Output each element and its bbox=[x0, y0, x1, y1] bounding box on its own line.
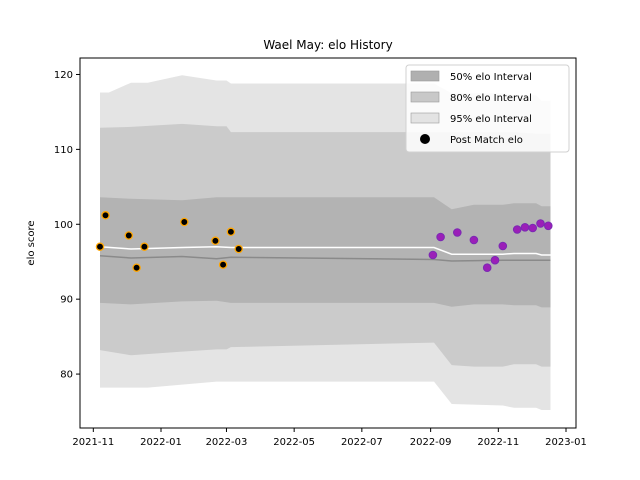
post-match-point bbox=[469, 235, 479, 245]
x-tick-label: 2023-01 bbox=[545, 437, 587, 448]
post-match-point bbox=[180, 217, 189, 227]
post-match-point bbox=[124, 231, 134, 240]
y-tick-label: 100 bbox=[54, 220, 73, 231]
legend: 50% elo Interval 80% elo Interval 95% elo … bbox=[405, 64, 570, 153]
post-match-point bbox=[544, 221, 553, 231]
post-match-point bbox=[436, 232, 445, 242]
legend-swatch bbox=[410, 112, 440, 124]
post-match-point bbox=[520, 223, 530, 232]
post-match-point bbox=[132, 263, 141, 272]
post-match-point bbox=[211, 236, 220, 246]
post-match-point bbox=[218, 260, 228, 269]
x-tick-label: 2022-01 bbox=[140, 437, 182, 448]
post-match-point bbox=[226, 227, 236, 237]
legend-label: 95% elo Interval bbox=[450, 114, 532, 125]
legend-label: 50% elo Interval bbox=[450, 72, 532, 83]
x-tick-label: 2022-09 bbox=[410, 437, 452, 448]
chart-title: Wael May: elo History bbox=[263, 38, 392, 52]
y-tick-label: 120 bbox=[54, 70, 73, 81]
y-tick-label: 90 bbox=[60, 295, 73, 306]
post-match-point bbox=[498, 241, 508, 251]
legend-swatch bbox=[410, 70, 440, 82]
post-match-point bbox=[101, 211, 110, 220]
x-tick-label: 2022-07 bbox=[341, 437, 383, 448]
plot-frame bbox=[79, 57, 577, 429]
post-match-points bbox=[95, 211, 553, 273]
x-tick-label: 2022-05 bbox=[273, 437, 315, 448]
legend-box bbox=[405, 64, 570, 153]
legend-label: Post Match elo bbox=[450, 135, 523, 146]
y-tick-label: 110 bbox=[54, 145, 73, 156]
y-axis-ticks: 80 90 100 110 120 bbox=[54, 70, 80, 381]
post-match-point bbox=[536, 219, 545, 228]
post-match-point bbox=[490, 255, 500, 265]
trend-lines bbox=[99, 245, 551, 262]
post-match-point bbox=[528, 223, 538, 233]
interval-bands bbox=[100, 75, 551, 410]
y-axis-label: elo score bbox=[26, 220, 37, 265]
lower-elo-line bbox=[99, 254, 551, 262]
x-tick-label: 2021-11 bbox=[72, 437, 114, 448]
legend-marker bbox=[420, 134, 430, 144]
post-match-point bbox=[482, 263, 492, 273]
legend-label: 80% elo Interval bbox=[450, 93, 532, 104]
x-axis-ticks: 2021-11 2022-01 2022-03 2022-05 2022-07 2022-… bbox=[72, 428, 587, 448]
band-50 bbox=[100, 197, 551, 308]
post-match-point bbox=[140, 242, 149, 251]
post-match-point bbox=[428, 250, 438, 260]
post-match-point bbox=[95, 242, 105, 251]
legend-swatch bbox=[410, 91, 440, 103]
x-tick-label: 2022-03 bbox=[206, 437, 248, 448]
post-match-point bbox=[234, 244, 243, 254]
post-match-point bbox=[453, 228, 462, 237]
y-tick-label: 80 bbox=[60, 370, 73, 381]
post-match-point bbox=[512, 225, 522, 234]
x-tick-label: 2022-11 bbox=[477, 437, 519, 448]
mean-elo-line bbox=[99, 245, 551, 256]
